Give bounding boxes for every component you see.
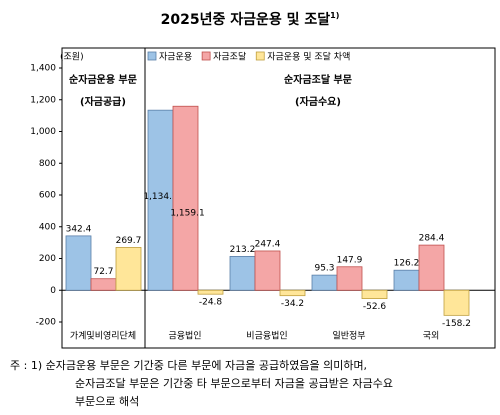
legend-label: 자금운용 [159, 52, 192, 63]
bar [229, 256, 256, 291]
bar [336, 266, 363, 291]
bar [279, 289, 306, 297]
x-tick-label: 가계및비영리단체 [70, 330, 136, 342]
data-label: 126.2 [394, 259, 420, 269]
x-tick-label: 일반정부 [332, 331, 365, 342]
legend-swatch [255, 51, 265, 61]
y-tick-label: 400 [39, 222, 56, 232]
x-tick-label: 비금융법인 [246, 331, 287, 342]
legend-swatch [201, 51, 211, 61]
y-tick-label: 1,200 [30, 95, 56, 105]
data-label: 1,134.3 [143, 192, 177, 202]
legend-label: 자금운용 및 조달 차액 [267, 51, 350, 63]
title-note: 1) [330, 11, 339, 20]
bar [197, 289, 224, 295]
bar [443, 289, 470, 316]
y-tick-label: 600 [39, 191, 56, 201]
y-tick-label: 200 [39, 254, 56, 264]
bar [147, 109, 174, 291]
title-text: 2025년중 자금운용 및 조달 [161, 11, 331, 28]
chart-title: 2025년중 자금운용 및 조달1) [161, 11, 340, 29]
annotation: 순자금조달 부문 [284, 73, 352, 86]
annotation: 순자금운용 부문 [69, 73, 137, 86]
legend-label: 자금조달 [213, 51, 246, 63]
y-tick-label: 1,000 [30, 127, 56, 137]
bar [90, 278, 117, 291]
data-label: -24.8 [199, 298, 223, 308]
data-label: 284.4 [419, 234, 445, 244]
y-tick-label: -200 [36, 318, 57, 328]
legend-swatch [147, 51, 157, 61]
data-label: -158.2 [442, 319, 471, 329]
plot-frame [61, 47, 496, 349]
bar [65, 235, 92, 291]
y-tick-label: 0 [50, 286, 56, 296]
y-tick-label: 800 [39, 159, 56, 169]
y-tick-label: 1,400 [30, 64, 56, 74]
annotation: (자금공급) [80, 95, 126, 108]
data-label: 342.4 [66, 224, 92, 234]
bar [172, 105, 199, 291]
bar [311, 274, 338, 291]
data-label: 147.9 [337, 255, 363, 265]
footnote: 부문으로 해석 [75, 394, 139, 408]
bar [115, 247, 142, 291]
data-label: 72.7 [93, 267, 113, 277]
data-label: 247.4 [255, 239, 281, 249]
bar [393, 269, 420, 291]
annotation: (자금수요) [295, 95, 341, 108]
footnote: 주 : 1) 순자금운용 부문은 기간중 다른 부문에 자금을 공급하였음을 의… [10, 358, 367, 372]
bar [361, 289, 388, 300]
bar [418, 244, 445, 291]
data-label: 95.3 [314, 264, 334, 274]
data-label: -34.2 [281, 299, 304, 309]
data-label: -52.6 [363, 302, 387, 312]
data-label: 269.7 [116, 236, 142, 246]
footnote: 순자금조달 부문은 기간중 타 부문으로부터 자금을 공급받은 자금수요 [75, 377, 393, 390]
x-tick-label: 국외 [423, 330, 440, 342]
data-label: 1,159.1 [170, 208, 204, 218]
bar [254, 250, 281, 291]
unit-label: (조원) [60, 52, 84, 63]
x-tick-label: 금융법인 [168, 331, 201, 342]
data-label: 213.2 [230, 245, 256, 255]
